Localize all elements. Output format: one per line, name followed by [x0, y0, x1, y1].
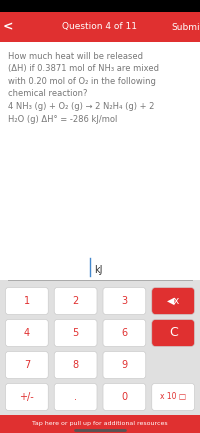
Text: <: < [3, 20, 13, 33]
Text: 4: 4 [24, 328, 30, 338]
FancyBboxPatch shape [6, 288, 48, 314]
FancyBboxPatch shape [54, 352, 97, 378]
FancyBboxPatch shape [6, 320, 48, 346]
Text: 8: 8 [73, 360, 79, 370]
FancyBboxPatch shape [54, 288, 97, 314]
FancyBboxPatch shape [152, 288, 194, 314]
Text: kJ: kJ [94, 265, 102, 275]
Text: 9: 9 [121, 360, 127, 370]
FancyBboxPatch shape [0, 415, 200, 433]
Text: How much heat will be released: How much heat will be released [8, 52, 143, 61]
Text: 6: 6 [121, 328, 127, 338]
FancyBboxPatch shape [152, 384, 194, 410]
FancyBboxPatch shape [0, 252, 200, 433]
FancyBboxPatch shape [103, 384, 146, 410]
FancyBboxPatch shape [6, 384, 48, 410]
Text: H₂O (g) ΔH° = -286 kJ/mol: H₂O (g) ΔH° = -286 kJ/mol [8, 114, 117, 123]
Text: ◀x: ◀x [166, 296, 180, 306]
FancyBboxPatch shape [0, 0, 200, 12]
Text: x 10 □: x 10 □ [160, 392, 186, 401]
FancyBboxPatch shape [103, 288, 146, 314]
FancyBboxPatch shape [6, 352, 48, 378]
FancyBboxPatch shape [0, 42, 200, 252]
FancyBboxPatch shape [152, 320, 194, 346]
FancyBboxPatch shape [103, 352, 146, 378]
FancyBboxPatch shape [0, 252, 200, 280]
Text: Question 4 of 11: Question 4 of 11 [62, 23, 138, 32]
Text: chemical reaction?: chemical reaction? [8, 90, 88, 98]
Text: 0: 0 [121, 392, 127, 402]
Text: 7: 7 [24, 360, 30, 370]
Text: C: C [169, 326, 178, 339]
Text: 3: 3 [121, 296, 127, 306]
Text: Tap here or pull up for additional resources: Tap here or pull up for additional resou… [32, 421, 168, 427]
Text: 5: 5 [72, 328, 79, 338]
Text: (ΔH) if 0.3871 mol of NH₃ are mixed: (ΔH) if 0.3871 mol of NH₃ are mixed [8, 65, 159, 74]
FancyBboxPatch shape [0, 12, 200, 42]
Text: +/-: +/- [20, 392, 34, 402]
Text: .: . [74, 392, 77, 402]
Text: Submit: Submit [172, 23, 200, 32]
Text: with 0.20 mol of O₂ in the following: with 0.20 mol of O₂ in the following [8, 77, 156, 86]
Text: 2: 2 [72, 296, 79, 306]
FancyBboxPatch shape [103, 320, 146, 346]
FancyBboxPatch shape [54, 320, 97, 346]
Text: 4 NH₃ (g) + O₂ (g) → 2 N₂H₄ (g) + 2: 4 NH₃ (g) + O₂ (g) → 2 N₂H₄ (g) + 2 [8, 102, 154, 111]
FancyBboxPatch shape [54, 384, 97, 410]
Text: 1: 1 [24, 296, 30, 306]
